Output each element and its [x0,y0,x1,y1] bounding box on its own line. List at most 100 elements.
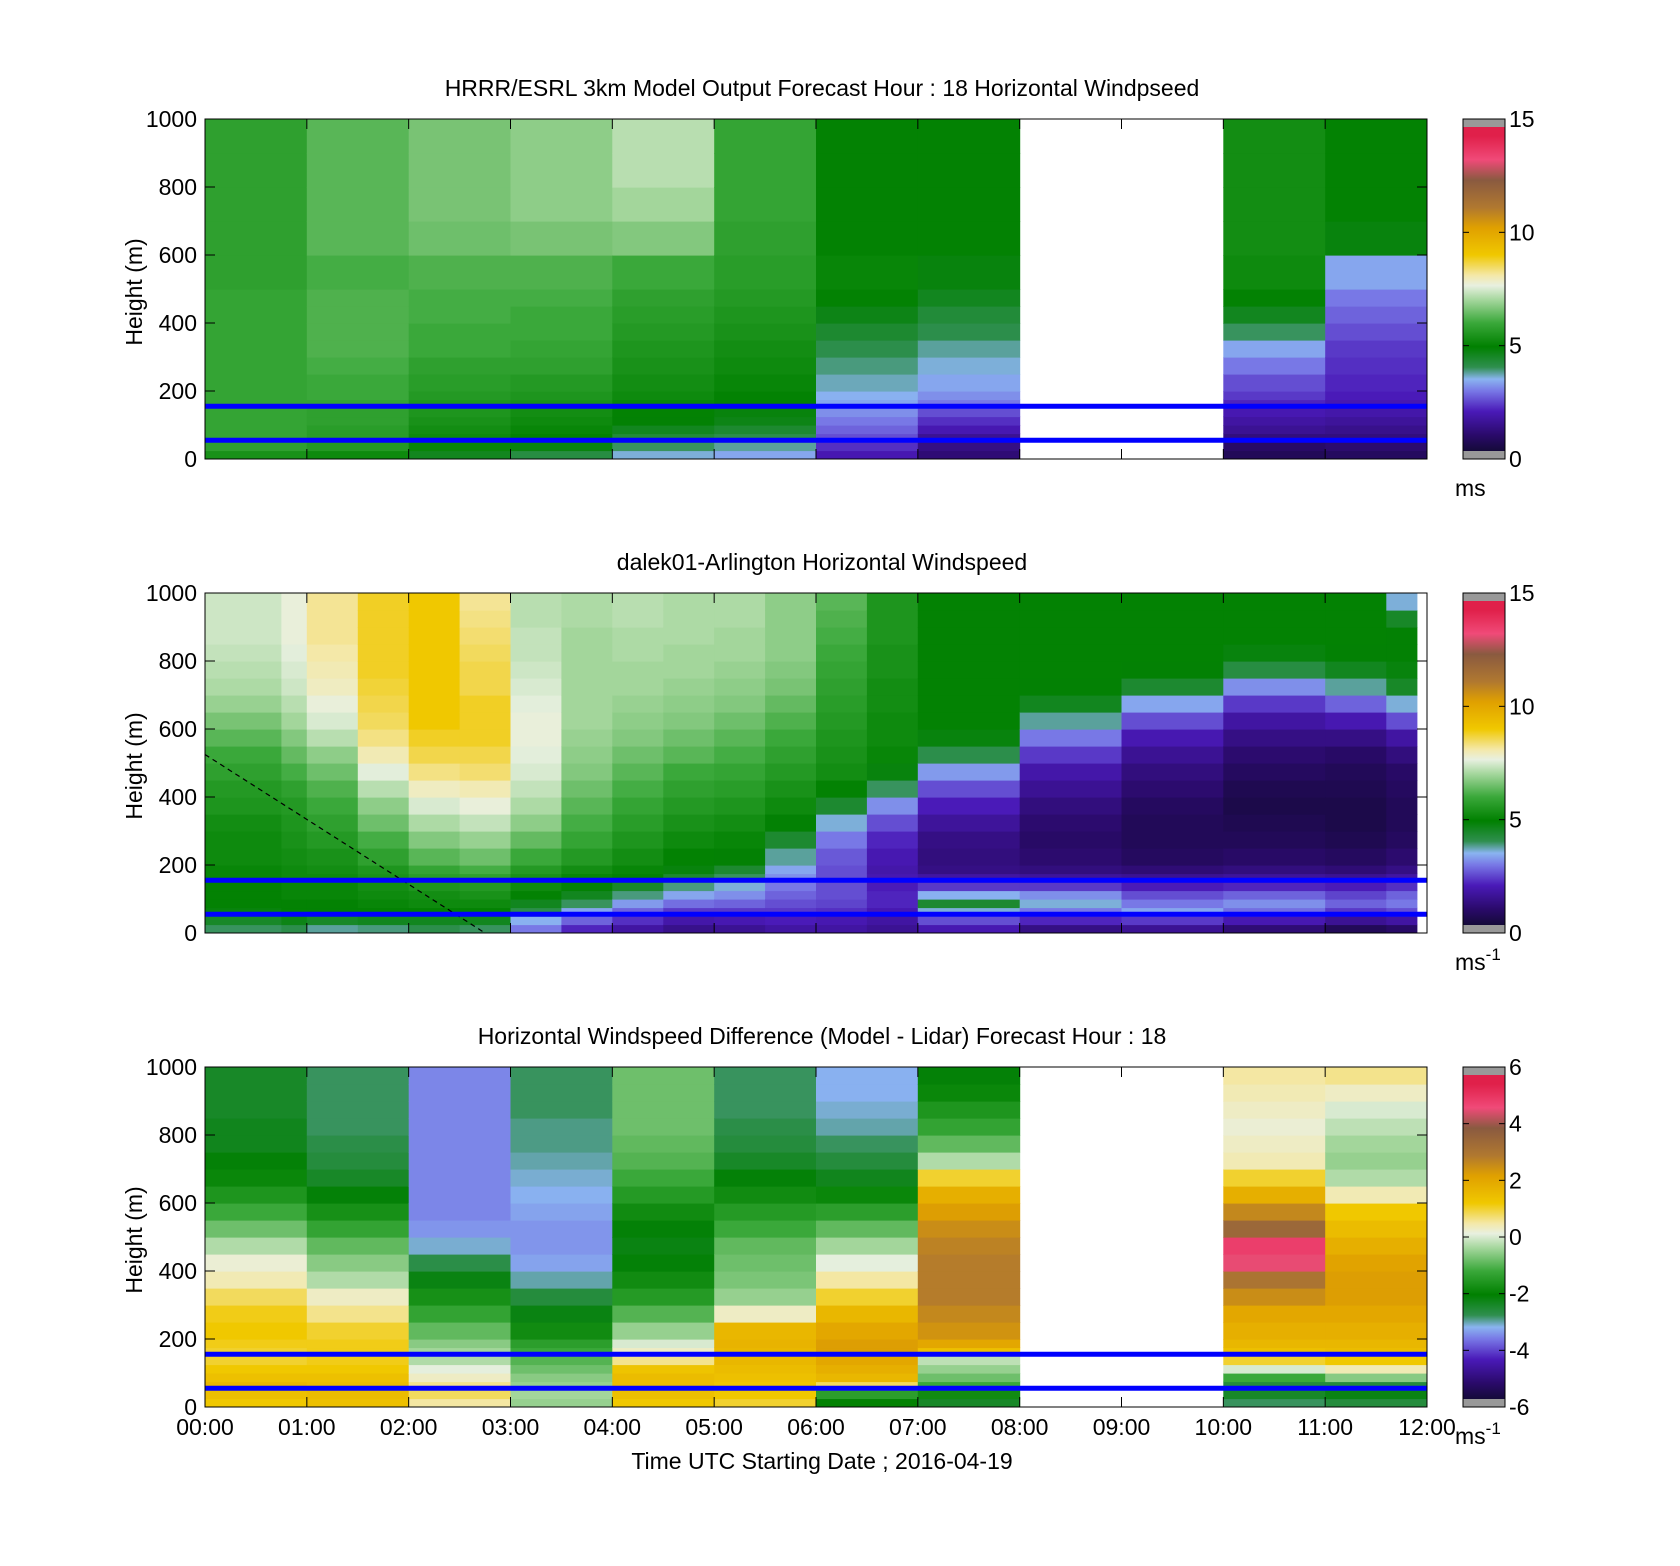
heatmap-cell [205,899,282,909]
x-tick-label: 05:00 [685,1414,743,1440]
heatmap-cell [306,1203,410,1221]
heatmap-cell [714,1135,817,1153]
heatmap-cell [1223,780,1326,798]
heatmap-cell [408,391,512,401]
colorbar-cap-top [1463,1067,1505,1075]
heatmap-cell [917,1169,1021,1187]
heatmap-cell [816,797,868,815]
heatmap-cell [357,916,410,926]
heatmap-cell [917,814,1021,832]
heatmap-cell [205,729,282,747]
heatmap-cell [561,610,613,628]
heatmap-cell [663,848,715,866]
heatmap-cell [459,763,512,781]
heatmap-cell [408,1118,512,1136]
overlays [205,1351,1427,1391]
heatmap-cell [714,661,766,679]
heatmap-cell [714,1237,817,1255]
heatmap-cell [612,695,664,713]
heatmap-cell [408,678,461,696]
heatmap-cell [561,865,613,875]
heatmap-cell [714,729,766,747]
heatmap-cell [408,1390,512,1400]
heatmap-cell [510,1118,613,1136]
heatmap-cell [1223,357,1326,375]
heatmap-cell [765,814,817,832]
colorbar-cap-top [1463,593,1505,601]
heatmap-cell [1121,865,1224,875]
x-tick-label: 09:00 [1093,1414,1151,1440]
heatmap-cell [205,797,282,815]
heatmap-cell [1386,814,1418,832]
heatmap-cell [1325,306,1427,324]
heatmap-cell [1386,661,1418,679]
heatmap-cell [357,797,410,815]
y-tick-label: 400 [159,310,197,336]
heatmap-cell [1223,1203,1326,1221]
heatmap-cell [1325,1135,1427,1153]
heatmap-cell [306,450,410,459]
heatmap-cell [612,289,715,307]
heatmap-cell [1325,610,1387,628]
heatmap-cell [357,695,410,713]
heatmap-cell [205,627,282,645]
heatmap-cell [357,678,410,696]
heatmap-cell [816,408,919,418]
heatmap-cell [357,780,410,798]
heatmap-cell [917,1305,1021,1323]
heatmap-cell [917,187,1021,222]
heatmap-cell [281,746,308,764]
heatmap-cell [816,1203,919,1221]
heatmap-cell [205,1067,308,1085]
x-tick-label: 08:00 [991,1414,1049,1440]
heatmap-cell [816,450,919,459]
heatmap-cell [714,848,766,866]
heatmap-cell [510,695,562,713]
x-tick-label: 00:00 [176,1414,234,1440]
colorbar-tick-label: 6 [1509,1054,1522,1080]
heatmap-cell [510,1288,613,1306]
heatmap-cell [866,831,919,849]
y-axis-label: Height (m) [121,712,147,819]
heatmap-cell [408,1322,512,1340]
heatmap-cell [306,1118,410,1136]
heatmap-cell [866,797,919,815]
heatmap-cell [1325,797,1387,815]
heatmap-cell [281,780,308,798]
heatmap-cell [816,1288,919,1306]
heatmap-cell [612,890,664,900]
y-tick-label: 1000 [146,580,197,606]
heatmap-cell [1223,1305,1326,1323]
heatmap-cell [1325,593,1387,611]
heatmap-cell [1121,695,1224,713]
heatmap-cell [306,763,359,781]
heatmap-cell [663,763,715,781]
heatmap-cell [306,916,359,926]
heatmap-cell [612,924,664,933]
heatmap-cell [281,916,308,926]
heatmap-cell [917,746,1021,764]
heatmap-cell [663,593,715,611]
heatmap-cell [1019,763,1123,781]
heatmap-cell [714,442,817,452]
heatmap-cell [205,1373,308,1383]
heatmap-cell [306,924,359,933]
heatmap-cell [714,187,817,222]
heatmap-cell [816,1118,919,1136]
heatmap-cell [612,1169,715,1187]
heatmap-cell [714,408,817,418]
heatmap-cell [1223,729,1326,747]
heatmap-cell [306,695,359,713]
heatmap-cell [714,890,766,900]
heatmap-cell [1325,442,1427,452]
heatmap-cell [1325,882,1387,892]
heatmap-cell [714,780,766,798]
heatmap-cell [714,831,766,849]
heatmap-cell [816,1398,919,1407]
heatmap-cell [408,1237,512,1255]
heatmap-cell [1019,797,1123,815]
heatmap-cell [1223,678,1326,696]
colorbar-unit-superscript: -1 [1486,945,1501,964]
heatmap-cell [714,1398,817,1407]
heatmap-cell [306,1271,410,1289]
